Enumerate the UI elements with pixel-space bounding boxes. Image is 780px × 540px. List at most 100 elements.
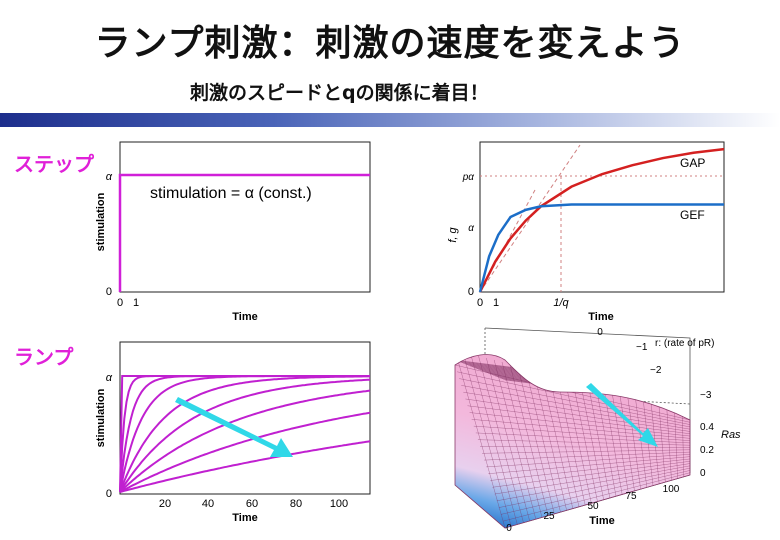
- response-xtick-1q: 1/q: [553, 297, 569, 309]
- ramp-series-line-4: [119, 375, 370, 493]
- surface-grid-a-22: [627, 393, 641, 490]
- surface-grid-c-9: [473, 425, 690, 441]
- response-xtick-1: 1: [493, 297, 499, 309]
- surface-grid-a-6: [501, 361, 543, 518]
- ramp-xtick-60: 60: [246, 498, 258, 510]
- surface-ras-tick-04: 0.4: [700, 422, 714, 433]
- response-ytick-alpha: α: [468, 223, 474, 234]
- surface-grid-a-17: [587, 383, 611, 499]
- response-xtick-0: 0: [477, 297, 483, 309]
- response-ylabel: f, g: [447, 226, 459, 242]
- ramp-xtick-40: 40: [202, 498, 214, 510]
- gap-series-line: [478, 147, 725, 293]
- surface-grid-a-29: [681, 407, 685, 477]
- surface-rate-tick-1: −1: [636, 342, 648, 353]
- response-ytick-palpha: pα: [462, 172, 475, 183]
- ramp-series-line-8: [119, 440, 371, 493]
- ramp-xtick-100: 100: [330, 498, 348, 510]
- response-xlabel: Time: [588, 311, 613, 323]
- surface-grid-a-19: [603, 387, 623, 495]
- gef-label: GEF: [680, 208, 705, 222]
- surface-grid-a-23: [634, 395, 648, 488]
- surface-grid-c-13: [482, 449, 690, 454]
- ramp-series-line-7: [119, 411, 371, 493]
- surface-grid-a-9: [525, 367, 561, 513]
- surface-grid-a-27: [666, 403, 672, 481]
- ramp-label: ランプ: [14, 345, 74, 369]
- surface-time-tick-100: 100: [663, 484, 680, 495]
- response-chart: GAP GEF pα α 0 0 1 1/q Time f, g: [447, 141, 725, 323]
- surface-grid-a-7: [509, 363, 549, 516]
- surface-grid-c-3: [461, 385, 690, 428]
- step-ylabel: stimulation: [95, 192, 107, 251]
- surface-grid-c-23: [502, 472, 690, 522]
- surface-rate-tick-2: −2: [650, 365, 662, 376]
- surface-grid-c-15: [486, 454, 690, 468]
- surface-time-tick-50: 50: [587, 501, 599, 512]
- surface-arrow: [586, 383, 658, 447]
- surface-time-tick-0: 0: [506, 523, 512, 534]
- step-annotation: stimulation = α (const.): [150, 185, 312, 202]
- surface-grid-c-17: [490, 458, 690, 481]
- step-ytick-0: 0: [106, 286, 112, 298]
- surface-grid-a-8: [517, 365, 555, 514]
- step-chart: α 0 0 1 Time stimulation stimulation = α…: [95, 141, 371, 323]
- ramp-series-group: [119, 375, 371, 493]
- step-series-line: [118, 173, 370, 292]
- surface-grid-c-18: [492, 461, 690, 488]
- gef-series-line: [478, 203, 724, 293]
- ramp-ylabel: stimulation: [95, 388, 107, 447]
- surface-grid-c-8: [471, 419, 690, 439]
- surface-grid-a-10: [533, 369, 567, 511]
- surface-grid-a-21: [619, 391, 635, 491]
- surface-grid-c-22: [500, 470, 690, 515]
- surface-grid-c-12: [479, 446, 690, 448]
- surface-grid-a-13: [556, 375, 586, 506]
- surface-grid-a-5: [493, 359, 537, 520]
- surface-grid-c-20: [496, 465, 690, 502]
- ramp-ytick-alpha: α: [106, 372, 113, 384]
- surface-grid-c-1: [457, 371, 690, 423]
- step-ytick-alpha: α: [106, 171, 113, 183]
- surface-grid-a-4: [486, 357, 530, 521]
- step-xlabel: Time: [232, 311, 257, 323]
- surface-grid-a-0: [455, 354, 506, 528]
- step-frame: [119, 141, 371, 293]
- ramp-chart: α 0 20 40 60 80 100 Time stimulation: [95, 341, 371, 524]
- surface-grid-a-26: [658, 401, 666, 483]
- surface-ylabel: Ras: [721, 429, 741, 441]
- surface-grid-c-7: [469, 412, 690, 437]
- surface-grid-a-14: [564, 377, 592, 504]
- surface-grid-c-19: [494, 463, 690, 495]
- surface-chart: 0 −1 −2 −3 r: (rate of pR) 0.4 0.2 0 Ras…: [454, 327, 741, 534]
- slide-subtitle: 刺激のスピードとqの関係に着目！: [190, 82, 489, 104]
- response-guide-slope-gap: [479, 144, 581, 293]
- ramp-series-line-6: [119, 389, 371, 493]
- step-xtick-1: 1: [133, 297, 139, 309]
- surface-time-tick-75: 75: [625, 491, 637, 502]
- step-xtick-0: 0: [117, 297, 123, 309]
- step-label: ステップ: [14, 152, 94, 176]
- surface-grid-a-11: [540, 371, 574, 509]
- surface-grid-c-0: [455, 364, 690, 421]
- surface-grid-c-6: [467, 405, 690, 434]
- ramp-arrow: [175, 397, 293, 457]
- ramp-xlabel: Time: [232, 512, 257, 524]
- ramp-xtick-80: 80: [290, 498, 302, 510]
- surface-xlabel: Time: [589, 515, 614, 527]
- surface-rate-tick-3: −3: [700, 390, 712, 401]
- surface-rate-tick-0: 0: [597, 327, 603, 338]
- surface-grid-c-21: [498, 467, 690, 508]
- gap-label: GAP: [680, 156, 705, 170]
- surface-grid-c-5: [465, 398, 690, 432]
- surface-grid-a-18: [595, 385, 617, 497]
- surface-ras-tick-02: 0.2: [700, 445, 714, 456]
- surface-grid-c-14: [484, 451, 690, 461]
- ramp-ytick-0: 0: [106, 488, 112, 500]
- surface-zlabel: r: (rate of pR): [655, 338, 714, 349]
- surface-grid-c-4: [463, 391, 690, 430]
- surface-ras-tick-0: 0: [700, 468, 706, 479]
- surface-grid-c-2: [459, 378, 690, 425]
- response-ytick-0: 0: [468, 286, 474, 298]
